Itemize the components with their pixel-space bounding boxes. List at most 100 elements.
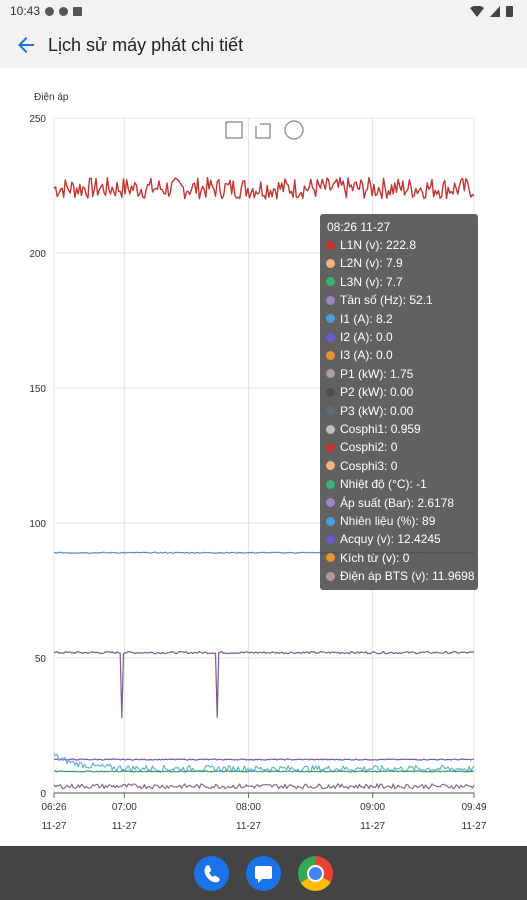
- chart-area: Điện áp 0 50 100 150 200 250 06:26 11-27 07:00 11…: [0, 68, 527, 846]
- zoom-reset-icon[interactable]: [255, 123, 271, 139]
- tooltip-row: Nhiên liệu (%): 89: [326, 512, 435, 530]
- tooltip-row-label: L2N (v): 7.9: [340, 256, 403, 271]
- legend-dot-icon: [326, 534, 335, 544]
- series-line: [53, 650, 475, 719]
- tooltip-row: L3N (v): 7.7: [326, 273, 403, 291]
- chart-tooltip: 08:26 11-27 L1N (v): 222.8 L2N (v): 7.9 L3…: [320, 214, 478, 590]
- x-tick-date: 11-27: [42, 821, 67, 832]
- restore-icon[interactable]: [284, 120, 304, 140]
- tooltip-row-label: Điện áp BTS (v): 11.9698: [340, 569, 475, 584]
- x-tick-time: 07:00: [112, 802, 137, 813]
- legend-dot-icon: [326, 479, 335, 489]
- tooltip-row: Kích từ (v): 0: [326, 549, 409, 567]
- y-axis-label: Điện áp: [34, 92, 69, 103]
- tooltip-row-label: Nhiên liệu (%): 89: [340, 514, 436, 528]
- tooltip-row: Cosphi1: 0.959: [326, 420, 421, 438]
- series-line: [53, 770, 475, 773]
- message-bubble-icon: [255, 866, 272, 883]
- tooltip-row-label: Cosphi3: 0: [340, 458, 398, 473]
- legend-dot-icon: [326, 369, 335, 379]
- tooltip-row: Điện áp BTS (v): 11.9698: [326, 567, 475, 585]
- tooltip-row-label: P3 (kW): 0.00: [340, 403, 414, 418]
- app-icon: [73, 6, 83, 16]
- tooltip-row: P1 (kW): 1.75: [326, 365, 413, 383]
- tooltip-row: Cosphi2: 0: [326, 438, 397, 456]
- legend-dot-icon: [326, 424, 335, 434]
- tooltip-row: Cosphi3: 0: [326, 457, 397, 475]
- y-tick-label: 0: [40, 789, 46, 800]
- page-title: Lịch sử máy phát chi tiết: [48, 34, 244, 55]
- toolbox[interactable]: [225, 120, 304, 140]
- tooltip-row-label: Cosphi1: 0.959: [340, 422, 421, 436]
- tooltip-row-label: Kích từ (v): 0: [340, 550, 410, 565]
- tooltip-row-label: I3 (A): 0.0: [340, 348, 393, 363]
- tooltip-row-label: I1 (A): 8.2: [340, 311, 393, 326]
- tooltip-row: I1 (A): 8.2: [326, 310, 393, 328]
- tooltip-row-label: Áp suất (Bar): 2.6178: [340, 495, 455, 510]
- legend-dot-icon: [326, 314, 335, 324]
- y-tick-label: 200: [29, 249, 46, 260]
- tooltip-row-label: P1 (kW): 1.75: [340, 366, 414, 381]
- tooltip-row: Áp suất (Bar): 2.6178: [326, 494, 454, 512]
- notification-icon: [45, 6, 55, 16]
- legend-dot-icon: [326, 240, 335, 250]
- legend-dot-icon: [326, 461, 335, 471]
- legend-dot-icon: [326, 498, 335, 508]
- legend-dot-icon: [326, 516, 335, 526]
- tooltip-row: I2 (A): 0.0: [326, 328, 393, 346]
- tooltip-row-label: I2 (A): 0.0: [340, 330, 393, 344]
- signal-icon: [490, 5, 500, 17]
- series-line: [53, 783, 475, 790]
- tooltip-row-label: P2 (kW): 0.00: [340, 385, 414, 400]
- x-tick-date: 11-27: [112, 821, 137, 832]
- x-tick-time: 06:26: [41, 802, 66, 813]
- status-bar: 10:43: [0, 0, 527, 22]
- phone-app-button[interactable]: [194, 856, 229, 891]
- legend-dot-icon: [326, 350, 335, 360]
- tooltip-row: Acquy (v): 12.4245: [326, 530, 441, 548]
- tooltip-title: 08:26 11-27: [327, 220, 391, 234]
- series-line: [53, 752, 475, 773]
- tooltip-row: I3 (A): 0.0: [326, 346, 393, 364]
- legend-dot-icon: [326, 571, 335, 581]
- x-tick-date: 11-27: [236, 821, 261, 832]
- messages-app-button[interactable]: [246, 856, 281, 891]
- legend-dot-icon: [326, 406, 335, 416]
- series-line: [53, 176, 475, 200]
- tooltip-row-label: Cosphi2: 0: [340, 440, 398, 455]
- phone-icon: [204, 865, 220, 883]
- tooltip-row-label: Tần số (Hz): 52.1: [340, 293, 433, 308]
- message-icon: [59, 6, 69, 16]
- legend-dot-icon: [326, 295, 335, 305]
- tooltip-row: P3 (kW): 0.00: [326, 402, 413, 420]
- legend-dot-icon: [326, 442, 335, 452]
- tooltip-row-label: L3N (v): 7.7: [340, 274, 403, 289]
- x-tick-date: 11-27: [360, 821, 385, 832]
- app-bar: Lịch sử máy phát chi tiết: [0, 22, 527, 68]
- legend-dot-icon: [326, 277, 335, 287]
- tooltip-row-label: L1N (v): 222.8: [340, 238, 417, 252]
- x-tick-time: 09:00: [360, 802, 385, 813]
- tooltip-row: P2 (kW): 0.00: [326, 383, 413, 401]
- legend-dot-icon: [326, 332, 335, 342]
- legend-dot-icon: [326, 258, 335, 268]
- legend-dot-icon: [326, 387, 335, 397]
- back-arrow-icon[interactable]: [14, 33, 38, 57]
- tooltip-row: L1N (v): 222.8: [326, 236, 416, 254]
- chrome-app-button[interactable]: [298, 856, 333, 891]
- y-tick-label: 100: [29, 519, 46, 530]
- legend-dot-icon: [326, 553, 335, 563]
- wifi-icon: [470, 5, 484, 17]
- chrome-icon: [307, 865, 324, 882]
- x-tick-time: 09:49: [461, 802, 486, 813]
- zoom-icon[interactable]: [225, 121, 243, 139]
- x-tick-date: 11-27: [462, 821, 487, 832]
- dock-bar: [0, 846, 527, 900]
- y-tick-label: 250: [29, 114, 46, 125]
- tooltip-row: Nhiệt độ (°C): -1: [326, 475, 427, 493]
- y-tick-label: 150: [29, 384, 46, 395]
- status-time: 10:43: [10, 4, 41, 18]
- tooltip-row: Tần số (Hz): 52.1: [326, 291, 433, 309]
- x-tick-time: 08:00: [236, 802, 261, 813]
- tooltip-row-label: Nhiệt độ (°C): -1: [340, 477, 427, 492]
